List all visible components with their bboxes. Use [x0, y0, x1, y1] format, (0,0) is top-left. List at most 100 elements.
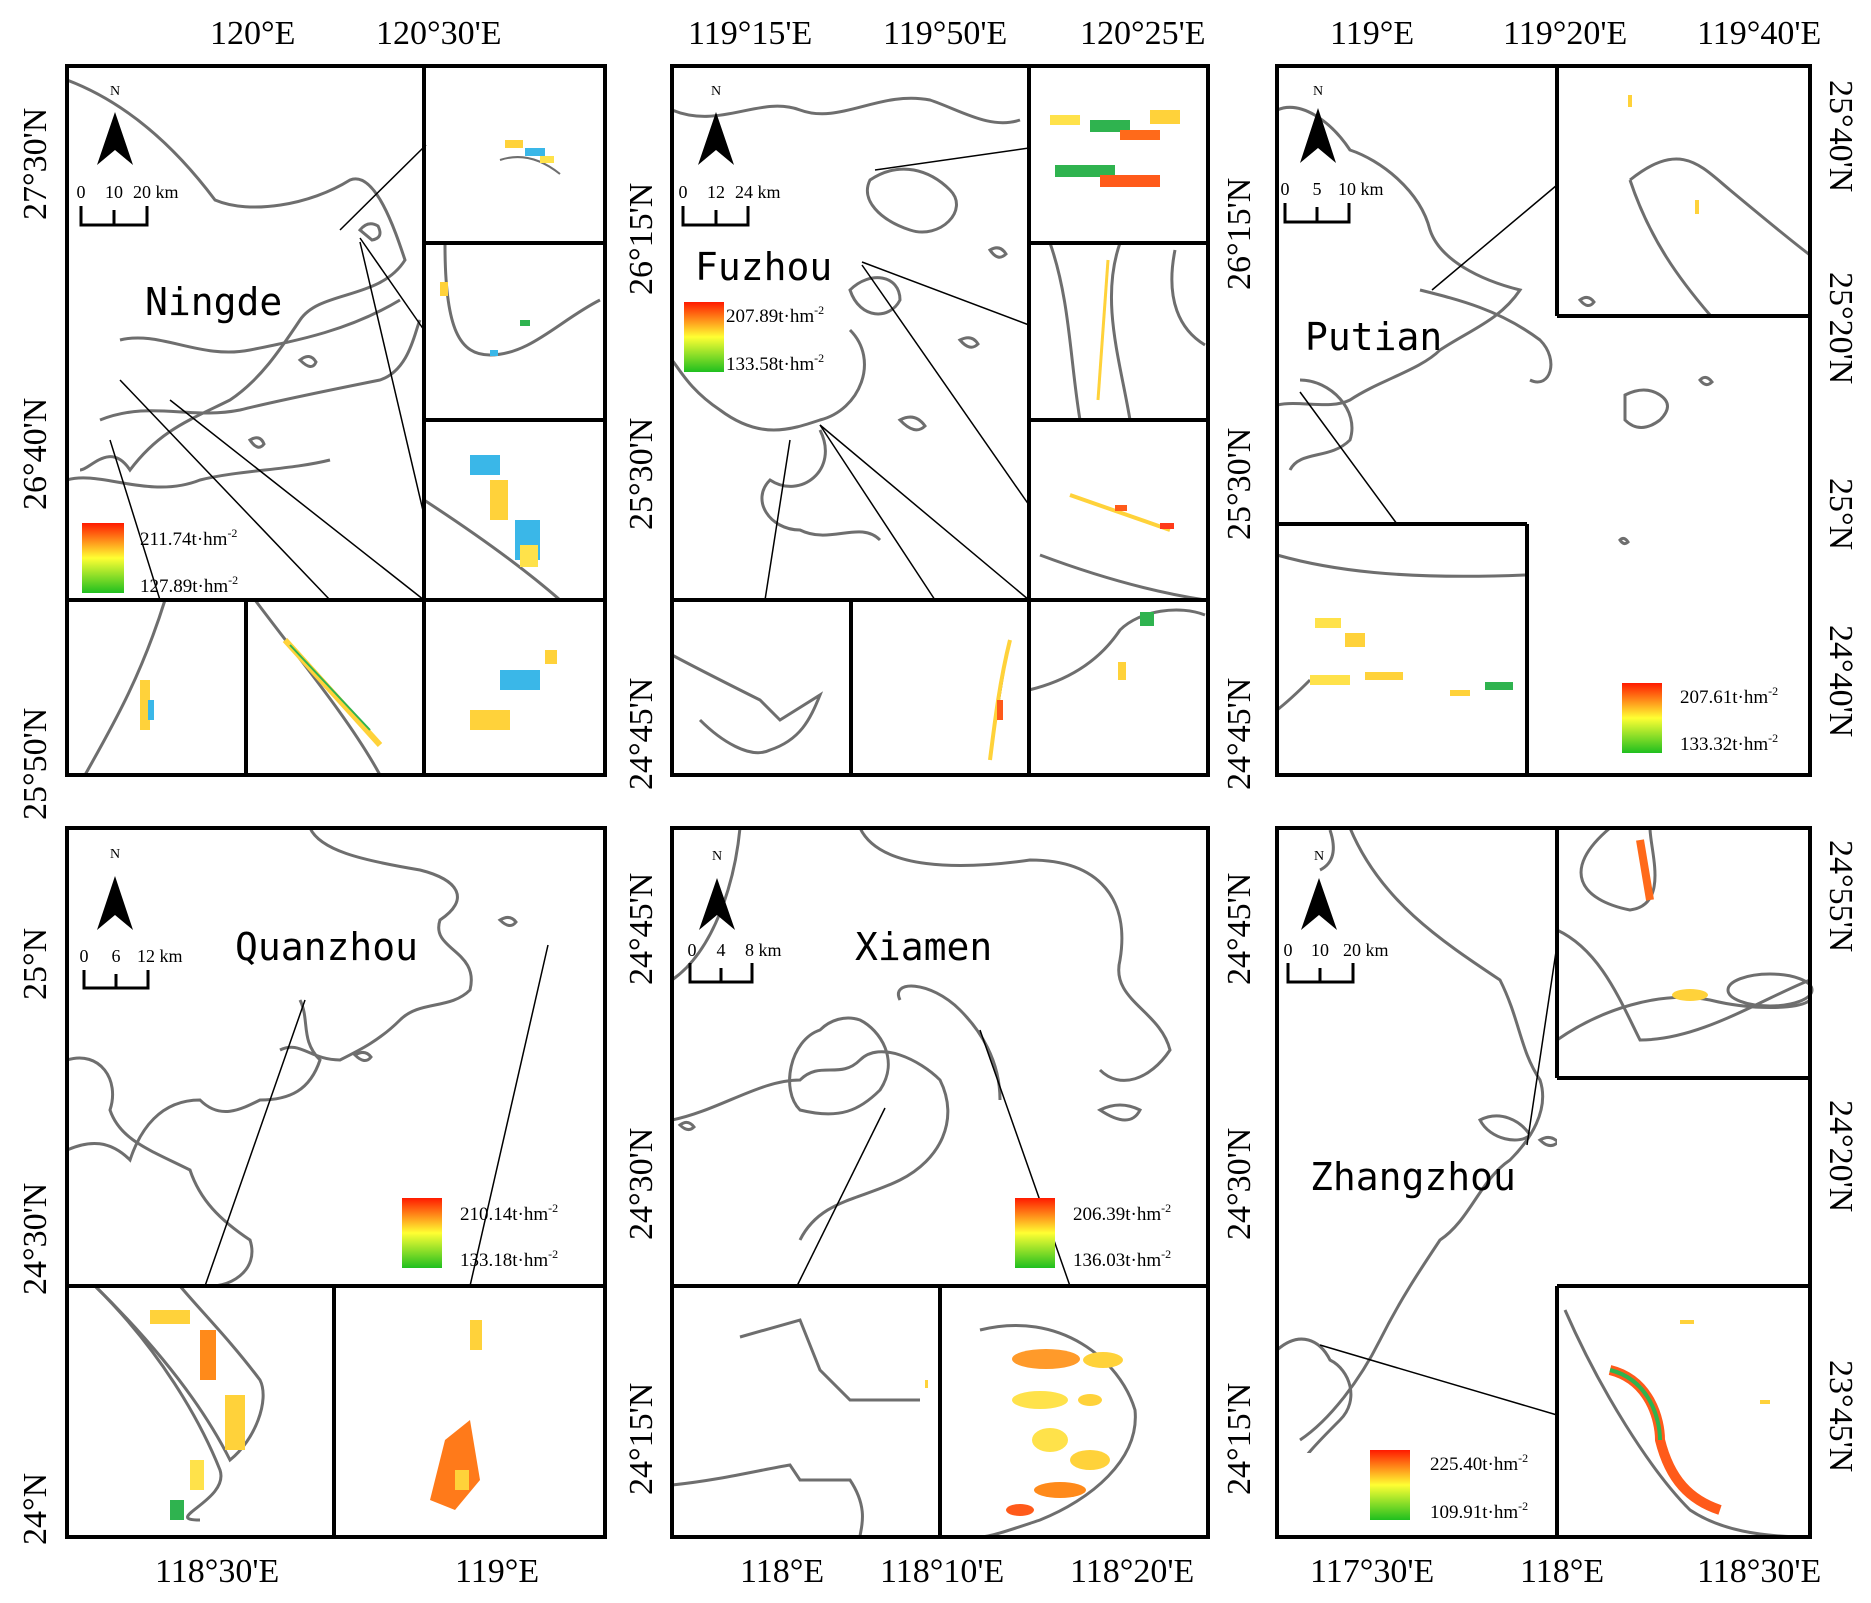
legend-max: 207.61t·hm-2: [1680, 684, 1778, 708]
xiamen-coastline: [672, 828, 1172, 1241]
legend-min: 133.32t·hm-2: [1680, 731, 1778, 755]
legend-min: 133.18t·hm-2: [460, 1247, 558, 1271]
north-arrow-icon: N: [1300, 84, 1336, 163]
scale-zero: 0: [679, 182, 688, 202]
zhangzhou-inset-2: [1563, 1309, 1811, 1539]
ningde-inset-6: [470, 650, 557, 730]
north-label: N: [110, 847, 120, 862]
quanzhou-coastline: [67, 828, 518, 1286]
scale-mid: 10: [1311, 940, 1329, 960]
scale-end: 12 km: [137, 946, 183, 966]
scale-mid: 4: [717, 940, 726, 960]
ningde-inset-2: [440, 244, 601, 357]
fuzhou-inset-5: [988, 639, 1012, 761]
fuzhou-inset-1: [1050, 110, 1180, 187]
tick-side-1: 27°30'N: [17, 108, 54, 220]
tick-bottom-3: 118°20'E: [1070, 1553, 1194, 1590]
city-label: Quanzhou: [235, 925, 418, 969]
north-label: N: [1314, 849, 1324, 864]
ningde-inset-3: [423, 455, 561, 602]
tick-side-2: 24°20'N: [1822, 1100, 1859, 1212]
scale-bar: 0 5 10 km: [1281, 179, 1384, 224]
north-arrow-icon: N: [1301, 849, 1337, 930]
legend-color-ramp: [402, 1198, 442, 1268]
tick-top-1: 119°E: [1330, 15, 1414, 52]
zhangzhou-frames: [1275, 826, 1812, 1539]
legend-max: 211.74t·hm-2: [140, 526, 237, 550]
city-label: Xiamen: [855, 925, 992, 969]
tick-bottom-1: 118°E: [740, 1553, 824, 1590]
putian-coastline: [1277, 105, 1553, 471]
tick-side-3: 23°45'N: [1822, 1360, 1859, 1472]
scale-bar: 0 10 20 km: [77, 182, 179, 227]
tick-top-1: 120°E: [210, 15, 295, 52]
tick-side-1: 24°55'N: [1822, 840, 1859, 952]
tick-side-right-1: 26°15'N: [1221, 178, 1258, 290]
fuzhou-frames: [670, 64, 1210, 777]
tick-bottom-2: 119°E: [455, 1553, 539, 1590]
scale-zero: 0: [688, 940, 697, 960]
quanzhou-inset-1: [93, 1284, 265, 1522]
tick-side-right-2: 25°30'N: [1221, 428, 1258, 540]
city-label: Fuzhou: [695, 245, 832, 289]
tick-side-1: 24°45'N: [623, 873, 660, 985]
tick-bottom-1: 118°30'E: [155, 1553, 279, 1590]
panel-quanzhou: N 0 6 12 km Quanzhou 210.14t·hm-2 133.18…: [17, 826, 607, 1590]
putian-inset-1: [1628, 95, 1811, 316]
tick-top-2: 119°50'E: [883, 15, 1007, 52]
scale-end: 10 km: [1338, 179, 1384, 199]
tick-side-2: 24°30'N: [623, 1128, 660, 1240]
scale-end: 20 km: [133, 182, 179, 202]
tick-top-3: 119°40'E: [1697, 15, 1821, 52]
xiamen-inset-2: [979, 1324, 1137, 1539]
scale-mid: 12: [707, 182, 725, 202]
panel-fuzhou: N 0 12 24 km Fuzhou 207.89t·hm-2 133.58t…: [623, 15, 1258, 790]
scale-mid: 6: [112, 946, 121, 966]
panel-putian: N 0 5 10 km Putian 207.61t·hm-2 133.32t·…: [1275, 15, 1859, 777]
ningde-inset-5: [253, 599, 383, 776]
putian-islands: [1577, 295, 1714, 546]
tick-side-right-2: 24°30'N: [1221, 1128, 1258, 1240]
legend-min: 127.89t·hm-2: [140, 573, 238, 597]
xiamen-insets: [671, 1318, 1137, 1539]
north-label: N: [110, 84, 120, 99]
legend-color-ramp: [1622, 683, 1662, 753]
scale-end: 20 km: [1343, 940, 1389, 960]
north-arrow-icon: N: [699, 849, 735, 930]
city-label: Zhangzhou: [1310, 1155, 1516, 1199]
tick-side-1: 26°15'N: [623, 183, 660, 295]
legend-color-ramp: [1370, 1450, 1410, 1520]
putian-insets: [1276, 95, 1811, 712]
legend-max: 207.89t·hm-2: [726, 303, 824, 327]
legend-max: 210.14t·hm-2: [460, 1201, 558, 1225]
tick-side-right-1: 24°45'N: [1221, 873, 1258, 985]
xiamen-inset-1: [671, 1318, 928, 1538]
north-arrow-icon: N: [698, 84, 734, 165]
tick-bottom-2: 118°E: [1520, 1553, 1604, 1590]
putian-leader-lines: [1299, 184, 1558, 525]
panel-xiamen: N 0 4 8 km Xiamen 206.39t·hm-2 136.03t·h…: [623, 826, 1258, 1590]
north-label: N: [711, 84, 721, 99]
ningde-leader-lines: [109, 144, 427, 601]
fuzhou-coastline: [672, 96, 1021, 542]
ningde-frames: [65, 64, 607, 777]
tick-side-2: 25°20'N: [1822, 272, 1859, 384]
zhangzhou-leader-lines: [1319, 944, 1558, 1416]
putian-frames: [1275, 64, 1812, 777]
tick-top-1: 119°15'E: [688, 15, 812, 52]
tick-side-right-3: 24°15'N: [1221, 1383, 1258, 1495]
zhangzhou-coastline: [1277, 828, 1557, 1453]
tick-side-3: 24°45'N: [623, 678, 660, 790]
scale-bar: 0 12 24 km: [679, 182, 781, 227]
scale-bar: 0 4 8 km: [688, 940, 782, 984]
scale-mid: 10: [105, 182, 123, 202]
scale-end: 24 km: [735, 182, 781, 202]
legend: 211.74t·hm-2 127.89t·hm-2: [82, 523, 238, 597]
panel-zhangzhou: N 0 10 20 km Zhangzhou 225.40t·hm-2 109.…: [1275, 826, 1859, 1590]
north-arrow-icon: N: [97, 847, 133, 930]
legend-color-ramp: [1015, 1198, 1055, 1268]
scale-zero: 0: [1284, 940, 1293, 960]
ningde-inset-1: [499, 140, 561, 175]
tick-side-right-3: 24°45'N: [1221, 678, 1258, 790]
